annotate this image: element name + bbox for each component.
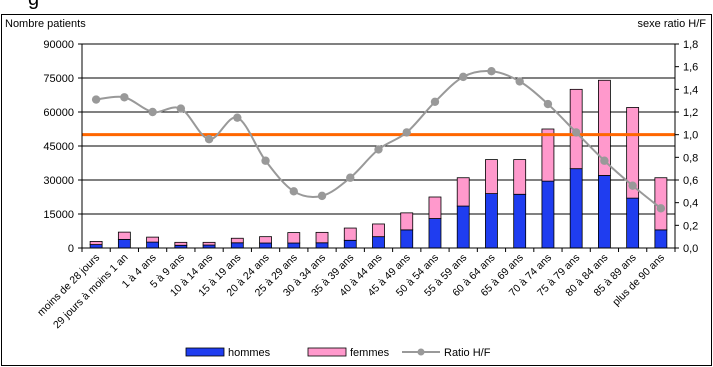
right-tick-label: 0,4 xyxy=(683,198,698,210)
legend-label-femmes: femmes xyxy=(350,347,390,359)
bar-femmes xyxy=(598,79,611,176)
bar-femmes xyxy=(400,212,414,231)
legend-swatch-ratio-point xyxy=(417,348,425,356)
bar-femmes xyxy=(541,128,555,182)
ratio-point xyxy=(402,128,411,137)
ratio-point xyxy=(346,173,355,182)
bar-hommes xyxy=(485,193,498,249)
bar-hommes xyxy=(259,242,272,249)
legend-label-hommes: hommes xyxy=(228,347,271,359)
bar-hommes xyxy=(400,229,414,249)
ratio-point xyxy=(261,156,270,165)
bar-femmes xyxy=(343,227,357,241)
ratio-point xyxy=(233,113,242,122)
ratio-point xyxy=(148,107,157,117)
ratio-point xyxy=(289,187,298,196)
bar-hommes xyxy=(541,180,555,249)
bar-femmes xyxy=(513,159,527,195)
ratio-line xyxy=(91,67,666,213)
y2-axis-title: sexe ratio H/F xyxy=(638,18,707,30)
right-tick-label: 0,6 xyxy=(683,175,698,187)
ratio-point xyxy=(204,135,214,144)
legend: hommes femmes Ratio H/F xyxy=(185,347,491,359)
bar-hommes xyxy=(626,197,640,249)
ratio-point xyxy=(120,93,129,102)
left-axis-ticks: 0 15000 30000 45000 60000 75000 90000 xyxy=(43,39,82,255)
right-tick-label: 1,4 xyxy=(683,84,698,96)
bar-hommes xyxy=(287,242,301,249)
bar-femmes xyxy=(485,159,498,195)
bar-femmes xyxy=(89,241,103,245)
bar-femmes xyxy=(456,177,470,207)
right-tick-label: 1,8 xyxy=(683,39,698,51)
ratio-point xyxy=(91,95,101,104)
ratio-point xyxy=(374,145,383,154)
y-axis-title: Nombre patients xyxy=(5,18,86,30)
bar-femmes xyxy=(428,196,442,219)
bar-hommes xyxy=(569,168,583,249)
bar-hommes xyxy=(146,241,159,249)
right-tick-label: 1,2 xyxy=(683,107,698,119)
bar-femmes xyxy=(174,241,188,246)
legend-label-ratio: Ratio H/F xyxy=(444,347,491,359)
ratio-point xyxy=(628,181,637,190)
right-tick-label: 0,0 xyxy=(683,243,698,255)
ratio-point xyxy=(176,104,186,113)
bar-hommes xyxy=(654,229,668,249)
left-tick-label: 45000 xyxy=(43,141,74,153)
left-tick-label: 90000 xyxy=(43,39,74,51)
ratio-point xyxy=(430,97,440,107)
bar-femmes xyxy=(146,236,159,243)
bar-femmes xyxy=(202,241,216,246)
bar-femmes xyxy=(372,223,385,238)
left-tick-label: 60000 xyxy=(43,107,74,119)
ratio-point xyxy=(656,204,666,213)
ratio-point xyxy=(317,191,327,201)
page-header: g xyxy=(0,0,713,14)
ratio-point xyxy=(487,67,496,76)
bar-hommes xyxy=(428,218,442,249)
bar-hommes xyxy=(598,175,611,249)
ratio-point xyxy=(600,156,609,165)
ratio-point xyxy=(459,72,468,82)
right-tick-label: 1,6 xyxy=(683,62,698,74)
bar-hommes xyxy=(89,244,103,249)
ratio-point xyxy=(571,128,581,137)
left-tick-label: 30000 xyxy=(43,175,74,187)
bar-femmes xyxy=(626,107,640,199)
ratio-point xyxy=(543,99,553,109)
right-axis-ticks: 0,0 0,2 0,4 0,6 0,8 1,0 1,2 1,4 1,6 1,8 xyxy=(675,39,698,255)
left-tick-label: 0 xyxy=(68,243,74,255)
legend-swatch-hommes xyxy=(185,347,225,357)
right-tick-label: 1,0 xyxy=(683,130,698,142)
left-tick-label: 75000 xyxy=(43,73,74,85)
bar-hommes xyxy=(315,242,329,249)
page-header-text: g xyxy=(28,0,39,11)
ratio-point xyxy=(515,77,524,86)
bar-femmes xyxy=(117,231,131,240)
bars xyxy=(89,79,668,249)
left-tick-label: 15000 xyxy=(43,209,74,221)
bar-hommes xyxy=(117,238,131,249)
bar-hommes xyxy=(456,205,470,249)
chart-area xyxy=(1,14,712,366)
bar-hommes xyxy=(343,239,357,249)
legend-swatch-femmes xyxy=(307,347,347,357)
bar-hommes xyxy=(372,236,385,249)
right-tick-label: 0,2 xyxy=(683,220,698,232)
bar-hommes xyxy=(230,242,244,249)
right-tick-label: 0,8 xyxy=(683,152,698,164)
bar-hommes xyxy=(513,193,527,249)
bar-femmes xyxy=(259,236,272,244)
bar-femmes xyxy=(287,232,301,244)
bar-femmes xyxy=(315,231,329,244)
bar-femmes xyxy=(230,237,244,244)
